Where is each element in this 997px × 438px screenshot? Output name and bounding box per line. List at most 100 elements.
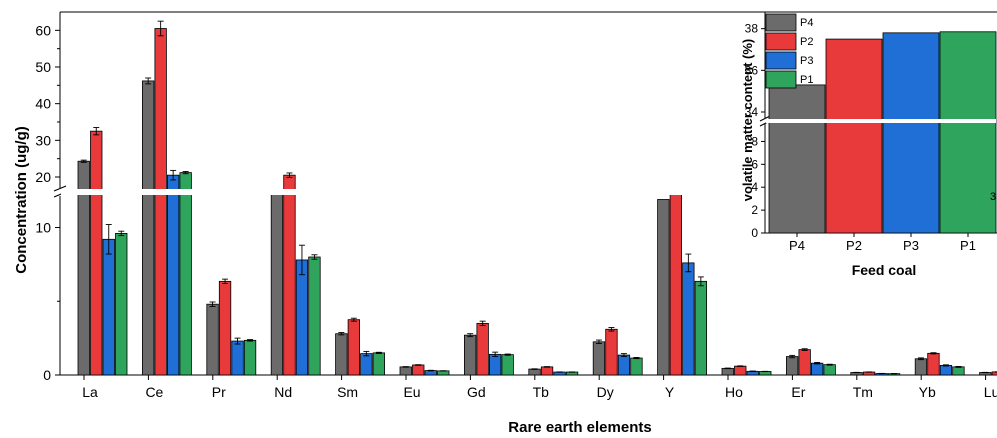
main-y-axis-label: Concentration (ug/g) bbox=[13, 126, 30, 273]
inset-y-tick-label: 0 bbox=[751, 226, 758, 240]
x-tick-label: Ho bbox=[725, 384, 743, 400]
bar-p4-tb bbox=[528, 368, 541, 376]
inset-x-tick-label: P1 bbox=[960, 238, 976, 253]
x-tick-label: Gd bbox=[467, 384, 486, 400]
bar-p1-ce bbox=[179, 172, 192, 376]
bar-p2-dy bbox=[605, 328, 618, 376]
main-x-axis-label: Rare earth elements bbox=[508, 419, 651, 436]
inset-x-tick-label: P2 bbox=[846, 238, 862, 253]
bar-p2-er bbox=[798, 349, 811, 376]
bar-p3-yb bbox=[939, 365, 953, 376]
x-tick-label: Eu bbox=[403, 384, 420, 400]
legend-swatch-p3 bbox=[765, 51, 797, 70]
axis-break-gap bbox=[61, 189, 761, 195]
bar-p3-pr bbox=[231, 340, 244, 376]
x-tick-label: La bbox=[82, 384, 98, 400]
bar-p3-dy bbox=[617, 354, 631, 376]
inset-y-tick-label: 6 bbox=[751, 157, 758, 171]
bar-p1-dy bbox=[630, 357, 643, 376]
y-tick-label: 40 bbox=[35, 96, 51, 112]
y-tick-label: 60 bbox=[35, 22, 51, 38]
x-tick-label: Pr bbox=[212, 384, 226, 400]
x-tick-label: Sm bbox=[337, 384, 358, 400]
y-tick-label: 10 bbox=[35, 220, 51, 236]
bar-p2-yb bbox=[927, 352, 940, 376]
inset-bar-p3 bbox=[882, 32, 940, 234]
y-tick-label: 20 bbox=[35, 169, 51, 185]
bar-p1-la bbox=[115, 232, 128, 376]
bar-p2-tb bbox=[540, 366, 554, 376]
bar-p2-lu bbox=[991, 371, 997, 376]
x-tick-label: Tm bbox=[853, 384, 873, 400]
legend-swatch-p2 bbox=[765, 32, 797, 51]
bar-p2-y bbox=[669, 191, 682, 376]
inset-axis-break-mark bbox=[759, 115, 771, 122]
bar-p3-la bbox=[102, 238, 115, 376]
bar-p4-sm bbox=[335, 333, 348, 376]
legend-label-p3: P3 bbox=[800, 55, 813, 67]
y-tick-label: 0 bbox=[43, 367, 51, 383]
x-tick-label: Er bbox=[791, 384, 805, 400]
inset-y-tick-label: 34 bbox=[745, 105, 759, 119]
x-tick-label: Nd bbox=[274, 384, 292, 400]
inset-x-tick-label: P3 bbox=[903, 238, 919, 253]
bar-p4-nd bbox=[270, 191, 284, 376]
inset-y-tick-label: 36 bbox=[745, 63, 759, 77]
axis-break-mark bbox=[53, 185, 67, 192]
bar-p3-gd bbox=[488, 353, 502, 376]
bar-p1-pr bbox=[243, 339, 257, 376]
inset-y-tick-label: 2 bbox=[751, 203, 758, 217]
inset-bar-p1 bbox=[939, 31, 997, 234]
bar-p3-nd bbox=[295, 259, 309, 376]
bar-p4-ho bbox=[721, 367, 734, 376]
bar-p2-ce bbox=[154, 28, 167, 376]
bar-p2-gd bbox=[476, 322, 489, 376]
inset-edge-glyph: 3 bbox=[990, 191, 996, 203]
inset-y-axis-label: volatile matter content (%) bbox=[740, 39, 755, 202]
inset-bar-p4 bbox=[768, 84, 826, 234]
bar-p3-sm bbox=[360, 353, 373, 376]
bar-p1-y bbox=[694, 280, 707, 376]
bar-p4-pr bbox=[206, 303, 219, 376]
bar-p2-eu bbox=[412, 364, 425, 376]
legend-label-p4: P4 bbox=[800, 17, 813, 29]
inset-bar-p2 bbox=[825, 38, 883, 234]
inset-break-gap bbox=[766, 119, 996, 123]
legend: P4 P2 P3 P1 bbox=[765, 13, 813, 89]
bar-p4-ce bbox=[141, 80, 155, 376]
y-tick-label: 30 bbox=[35, 132, 51, 148]
inset-x-axis-label: Feed coal bbox=[852, 262, 917, 278]
bar-p4-y bbox=[657, 199, 670, 376]
bar-p4-er bbox=[786, 356, 799, 376]
x-tick-label: Dy bbox=[597, 384, 614, 400]
bar-p1-sm bbox=[372, 352, 386, 376]
legend-swatch-p4 bbox=[765, 13, 797, 32]
legend-swatch-p1 bbox=[765, 70, 797, 89]
x-tick-label: Tb bbox=[533, 384, 550, 400]
bar-p1-gd bbox=[501, 354, 514, 376]
x-tick-label: Ce bbox=[145, 384, 163, 400]
bar-p2-ho bbox=[734, 365, 747, 376]
bar-p2-sm bbox=[347, 319, 361, 376]
bar-p4-gd bbox=[463, 334, 477, 376]
bar-p3-y bbox=[682, 262, 695, 376]
bar-p1-nd bbox=[308, 256, 321, 376]
x-tick-label: Y bbox=[665, 384, 675, 400]
inset-y-tick-label: 4 bbox=[751, 180, 758, 194]
bar-p4-eu bbox=[399, 366, 412, 376]
inset-chart: 0 2 4 6 8 34 36 38 P4 P2 P3 P1 bbox=[745, 11, 997, 253]
legend-label-p2: P2 bbox=[800, 36, 813, 48]
y-tick-label: 50 bbox=[35, 59, 51, 75]
bar-p1-er bbox=[823, 364, 836, 376]
bar-p2-la bbox=[90, 130, 103, 376]
bar-p1-yb bbox=[952, 366, 965, 376]
bar-p1-eu bbox=[437, 370, 450, 376]
bar-p4-yb bbox=[914, 358, 928, 376]
bar-p2-nd bbox=[283, 174, 296, 376]
inset-y-tick-label: 38 bbox=[745, 22, 759, 36]
legend-label-p1: P1 bbox=[800, 74, 813, 86]
bar-p2-pr bbox=[218, 280, 232, 376]
inset-x-tick-label: P4 bbox=[789, 238, 805, 253]
